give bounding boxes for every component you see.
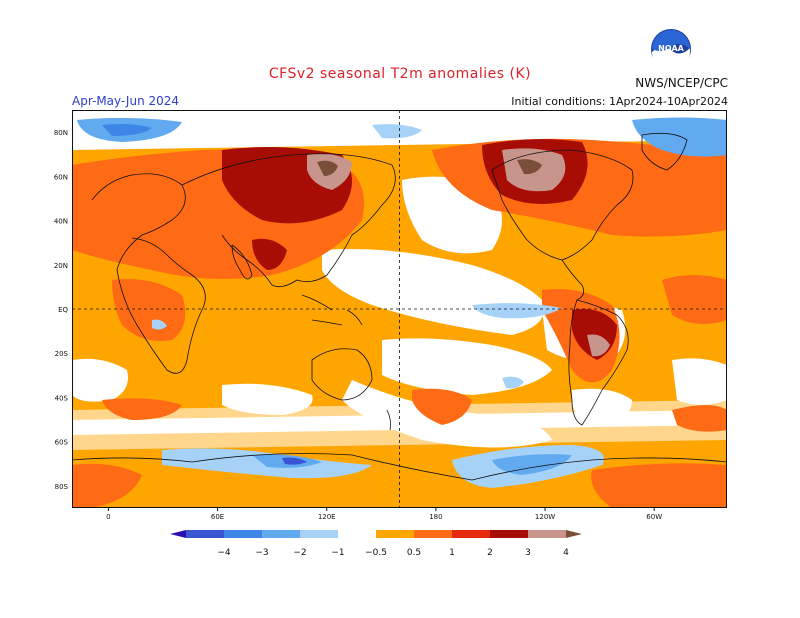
lat-label: 60N	[54, 173, 68, 181]
lon-label: 60E	[211, 513, 224, 521]
colorbar-bin	[186, 530, 224, 538]
colorbar-bin	[224, 530, 262, 538]
lon-label: 180	[429, 513, 442, 521]
colorbar-bin	[376, 530, 414, 538]
colorbar-bin	[490, 530, 528, 538]
lat-label: 20S	[55, 350, 69, 358]
lat-label: 40S	[55, 394, 69, 402]
colorbar-tick-label: 0.5	[407, 548, 421, 558]
colorbar-tick-label: −2	[293, 548, 306, 558]
lat-label: 20N	[54, 262, 68, 270]
colorbar-min-arrow	[170, 530, 186, 538]
noaa-logo-text: NOAA	[658, 44, 684, 53]
colorbar-max-arrow	[566, 530, 582, 538]
anomaly-map	[72, 110, 727, 508]
lat-label: 40N	[54, 218, 68, 226]
colorbar-tick-label: 3	[525, 548, 531, 558]
colorbar-bin	[300, 530, 338, 538]
longitude-axis: 060E120E180120W60W0	[106, 508, 662, 521]
colorbar-tick-label: 4	[563, 548, 569, 558]
colorbar-tick-label: −3	[255, 548, 268, 558]
season-label: Apr-May-Jun 2024	[72, 94, 180, 108]
coastlines	[72, 132, 727, 481]
colorbar: −4 −3 −2 −1 −0.5 0.5 1 2 3 4	[170, 530, 582, 558]
lon-label: 60W	[646, 513, 662, 521]
colorbar-tick-label: −0.5	[365, 548, 387, 558]
latitude-axis: 80N 60N 40N 20N EQ 20S 40S 60S 80S	[54, 129, 69, 491]
colorbar-bin	[452, 530, 490, 538]
colorbar-tick-label: −4	[217, 548, 231, 558]
lat-label: EQ	[58, 306, 68, 314]
colorbar-bin	[262, 530, 300, 538]
colorbar-bin	[414, 530, 452, 538]
initial-conditions-label: Initial conditions: 1Apr2024-10Apr2024	[511, 95, 728, 108]
lon-label: 120E	[318, 513, 336, 521]
colorbar-tick-label: −1	[331, 548, 344, 558]
chart-title: CFSv2 seasonal T2m anomalies (K)	[268, 66, 532, 82]
lat-label: 60S	[55, 439, 69, 447]
noaa-logo: NOAA	[651, 29, 691, 70]
colorbar-bin	[338, 530, 376, 538]
lat-label: 80N	[54, 129, 68, 137]
lat-label: 80S	[55, 483, 69, 491]
colorbar-tick-label: 2	[487, 548, 493, 558]
lon-label: 120W	[535, 513, 555, 521]
colorbar-tick-label: 1	[449, 548, 455, 558]
colorbar-bin	[528, 530, 566, 538]
lon-label: 0	[106, 513, 110, 521]
agency-label: NWS/NCEP/CPC	[635, 76, 728, 90]
